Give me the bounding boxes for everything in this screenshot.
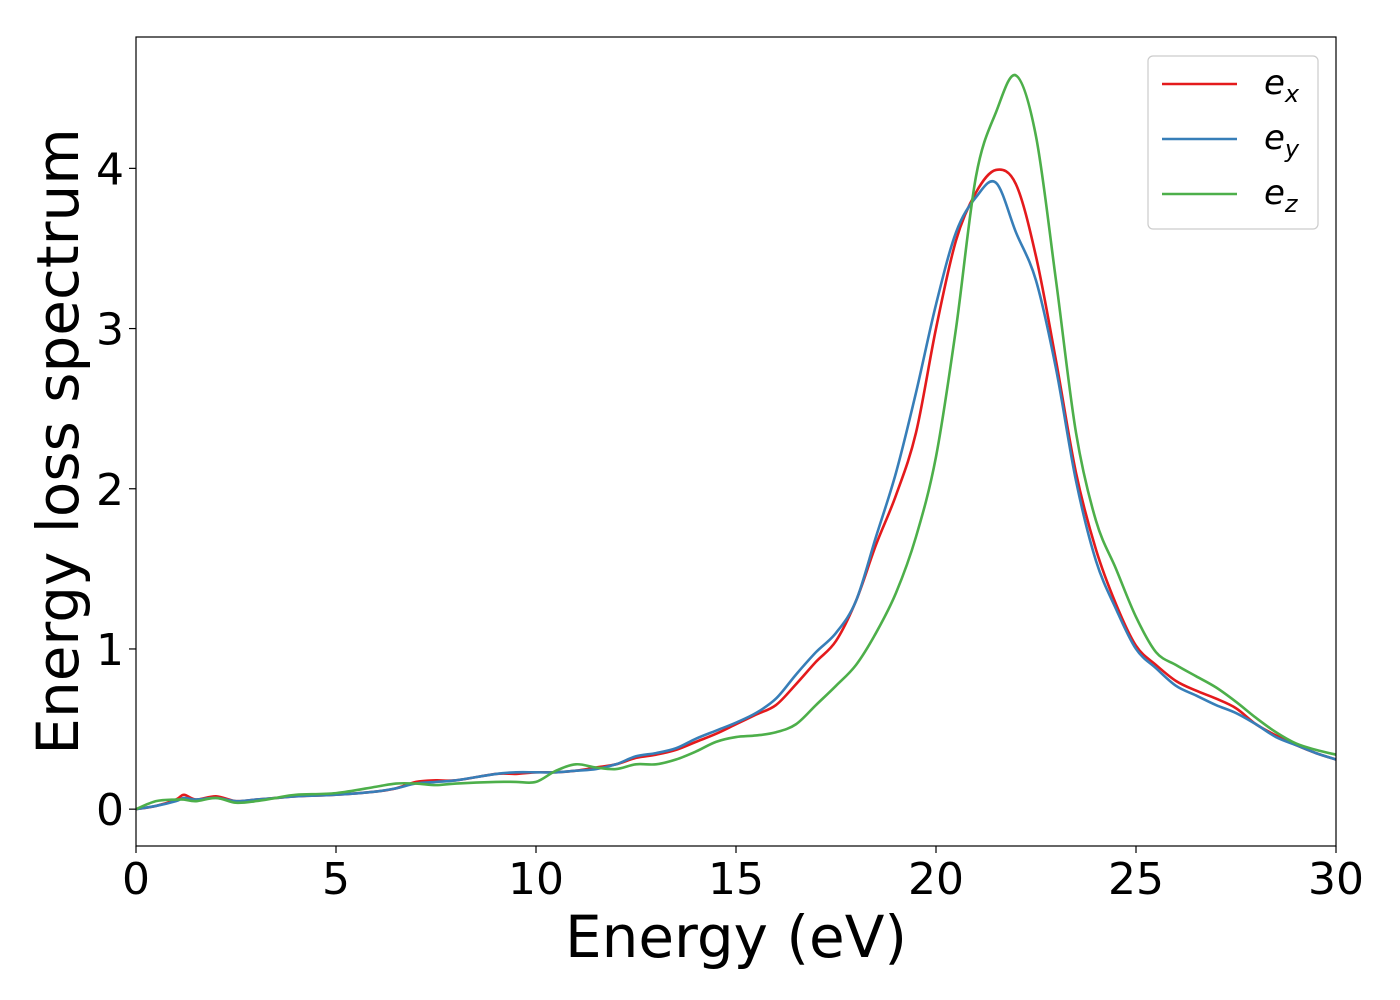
- y-tick-label: 4: [96, 144, 124, 195]
- y-tick-label: 2: [96, 465, 124, 516]
- legend-label-ez: ez: [1264, 173, 1299, 218]
- legend-label-ey: ey: [1264, 118, 1300, 163]
- x-tick-label: 5: [322, 854, 350, 905]
- x-tick-label: 30: [1308, 854, 1364, 905]
- x-axis-ticks: 0 5 10 15 20 25 30: [122, 846, 1364, 905]
- y-tick-label: 1: [96, 625, 124, 676]
- series-layer: [135, 73, 1337, 811]
- legend-label-ex: ex: [1264, 63, 1300, 108]
- y-tick-label: 0: [96, 785, 124, 836]
- y-axis-ticks: 0 1 2 3 4: [96, 144, 136, 836]
- legend-box: [1147, 55, 1319, 230]
- x-tick-label: 0: [122, 854, 150, 905]
- y-axis-title: Energy loss spectrum: [24, 128, 92, 754]
- legend: ex ey ez: [1147, 55, 1319, 230]
- x-tick-label: 25: [1108, 854, 1164, 905]
- series-line-ey: [135, 180, 1337, 811]
- x-axis-title: Energy (eV): [565, 903, 907, 971]
- series-line-ez: [135, 73, 1337, 811]
- x-tick-label: 20: [908, 854, 964, 905]
- y-tick-label: 3: [96, 305, 124, 356]
- x-tick-label: 15: [708, 854, 764, 905]
- x-tick-label: 10: [508, 854, 564, 905]
